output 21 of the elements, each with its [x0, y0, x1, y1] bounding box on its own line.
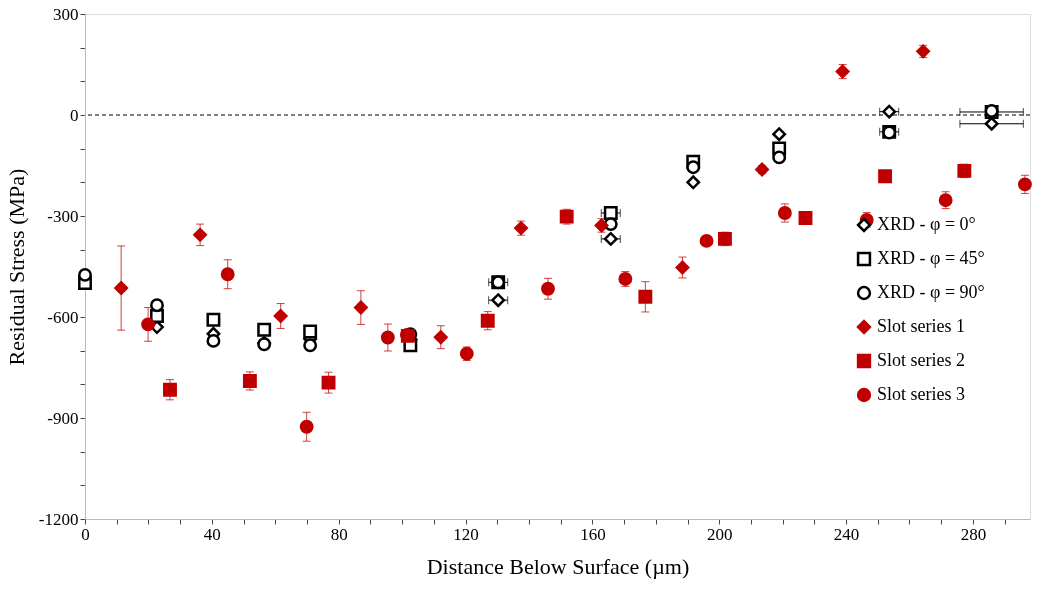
y-tick-label: -1200: [38, 509, 79, 529]
legend-label: Slot series 3: [877, 384, 965, 404]
x-tick-label: 240: [833, 524, 860, 544]
legend-label: Slot series 1: [877, 316, 965, 336]
y-tick-label: -900: [47, 408, 79, 428]
x-tick-label: 40: [203, 524, 221, 544]
legend-label: XRD - φ = 0°: [877, 214, 976, 234]
y-axis-title: Residual Stress (MPa): [3, 168, 29, 366]
x-tick-label: 200: [706, 524, 733, 544]
y-tick-label: -600: [47, 307, 79, 327]
x-tick-label: 80: [330, 524, 348, 544]
legend-label: XRD - φ = 90°: [877, 282, 985, 302]
y-tick-label: 300: [53, 4, 79, 24]
legend-label: XRD - φ = 45°: [877, 248, 985, 268]
y-tick-label: -300: [47, 206, 79, 226]
legend-label: Slot series 2: [877, 350, 965, 370]
x-axis-title: Distance Below Surface (µm): [426, 553, 690, 579]
x-tick-label: 280: [960, 524, 987, 544]
y-tick-label: 0: [70, 105, 79, 125]
x-tick-label: 120: [453, 524, 479, 544]
x-tick-label: 160: [580, 524, 606, 544]
